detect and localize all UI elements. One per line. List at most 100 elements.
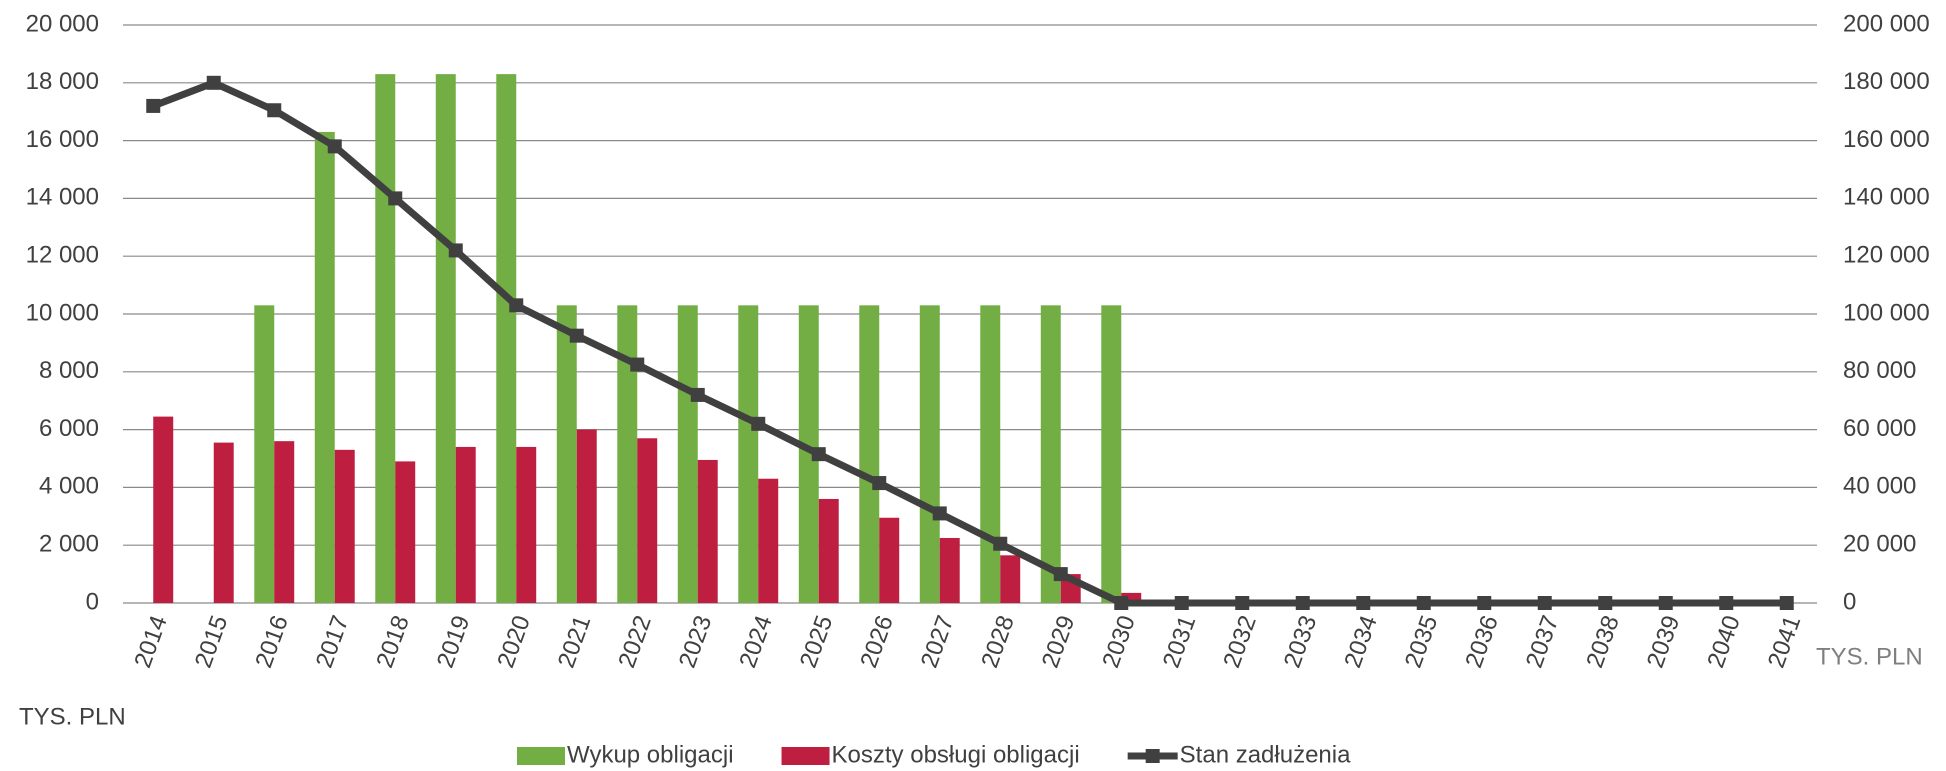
bar <box>879 517 900 603</box>
y2-tick-label: 180 000 <box>1843 68 1930 95</box>
bar <box>1121 592 1142 603</box>
x-tick-label: 2038 <box>1581 612 1625 671</box>
y-tick-label: 8 000 <box>39 357 99 384</box>
x-tick-label: 2026 <box>855 612 899 671</box>
y-tick-label: 6 000 <box>39 415 99 442</box>
x-tick-label: 2022 <box>613 612 657 671</box>
x-tick-label: 2035 <box>1400 612 1444 671</box>
bar <box>1040 305 1061 603</box>
legend-swatch <box>1145 749 1160 763</box>
line-marker <box>327 139 342 154</box>
y-tick-label: 10 000 <box>26 299 99 326</box>
y2-tick-label: 100 000 <box>1843 299 1930 326</box>
bar <box>516 446 537 603</box>
x-tick-label: 2037 <box>1521 612 1565 671</box>
bar <box>395 461 416 603</box>
line-marker <box>1356 596 1371 610</box>
x-tick-label: 2039 <box>1642 612 1686 671</box>
bar <box>798 305 819 603</box>
x-tick-label: 2019 <box>432 612 476 671</box>
legend-swatch <box>781 747 830 765</box>
line-marker <box>1416 596 1431 610</box>
x-tick-label: 2028 <box>976 612 1020 671</box>
bar <box>375 74 396 603</box>
x-tick-label: 2021 <box>553 612 597 671</box>
line-marker <box>630 357 645 372</box>
x-tick-label: 2033 <box>1279 612 1323 671</box>
bar <box>455 446 476 603</box>
bar <box>314 131 335 603</box>
line-marker <box>1779 596 1794 610</box>
y-tick-label: 2 000 <box>39 531 99 558</box>
y-tick-label: 4 000 <box>39 473 99 500</box>
line-marker <box>1053 567 1068 582</box>
y-tick-label: 0 <box>86 588 99 615</box>
bar <box>254 305 275 603</box>
line-marker <box>509 298 524 313</box>
bar <box>939 537 960 603</box>
line-marker <box>1719 596 1734 610</box>
y2-tick-label: 160 000 <box>1843 126 1930 153</box>
y-tick-label: 12 000 <box>26 242 99 269</box>
bar <box>576 429 597 603</box>
bar <box>435 74 456 603</box>
x-tick-label: 2036 <box>1460 612 1504 671</box>
line-marker <box>206 75 221 90</box>
bar <box>213 442 234 603</box>
bar <box>980 305 1001 603</box>
line-marker <box>1174 596 1189 610</box>
x-tick-label: 2027 <box>916 612 960 671</box>
line-marker <box>811 447 826 462</box>
line-marker <box>388 191 403 206</box>
y2-tick-label: 40 000 <box>1843 473 1916 500</box>
x-tick-label: 2030 <box>1097 612 1141 671</box>
bar <box>334 449 355 603</box>
x-tick-label: 2018 <box>371 612 415 671</box>
line-marker <box>872 476 887 491</box>
line-marker <box>690 387 705 402</box>
legend-label: Koszty obsługi obligacji <box>832 741 1080 768</box>
y2-tick-label: 140 000 <box>1843 184 1930 211</box>
bar <box>818 498 839 603</box>
legend-label: Stan zadłużenia <box>1180 741 1351 768</box>
bar <box>1101 305 1122 603</box>
line-marker <box>448 243 463 258</box>
line-marker <box>267 103 282 118</box>
x-tick-label: 2040 <box>1702 612 1746 671</box>
bar <box>637 438 658 603</box>
x-tick-label: 2032 <box>1218 612 1262 671</box>
x-tick-label: 2020 <box>492 612 536 671</box>
line-marker <box>569 328 584 343</box>
x-tick-label: 2025 <box>795 612 839 671</box>
x-tick-label: 2029 <box>1037 612 1081 671</box>
y2-tick-label: 80 000 <box>1843 357 1916 384</box>
y-tick-label: 16 000 <box>26 126 99 153</box>
bar <box>859 305 880 603</box>
bar <box>738 305 759 603</box>
y2-tick-label: 120 000 <box>1843 242 1930 269</box>
y2-tick-label: 20 000 <box>1843 531 1916 558</box>
y-axis-label: TYS. PLN <box>19 703 126 730</box>
bar <box>1000 555 1021 603</box>
line-marker <box>146 98 161 113</box>
x-tick-label: 2017 <box>311 612 355 671</box>
x-tick-label: 2016 <box>250 612 294 671</box>
line <box>152 79 1787 607</box>
line-marker <box>932 506 947 521</box>
y-tick-label: 14 000 <box>26 184 99 211</box>
line-marker <box>993 536 1008 551</box>
legend-swatch <box>517 747 565 765</box>
y-tick-label: 18 000 <box>26 68 99 95</box>
line-marker <box>1114 596 1129 610</box>
bar <box>697 459 718 603</box>
y2-tick-label: 200 000 <box>1843 10 1930 37</box>
bar <box>617 305 638 603</box>
bar <box>274 441 295 603</box>
bar <box>758 478 779 603</box>
y-tick-label: 20 000 <box>26 10 99 37</box>
line-marker <box>1235 596 1250 610</box>
x-tick-label: 2014 <box>129 612 173 671</box>
x-tick-label: 2024 <box>734 612 778 671</box>
bar <box>556 305 577 603</box>
